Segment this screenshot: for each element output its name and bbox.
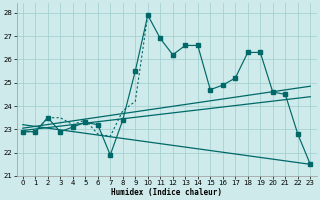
X-axis label: Humidex (Indice chaleur): Humidex (Indice chaleur) — [111, 188, 222, 197]
